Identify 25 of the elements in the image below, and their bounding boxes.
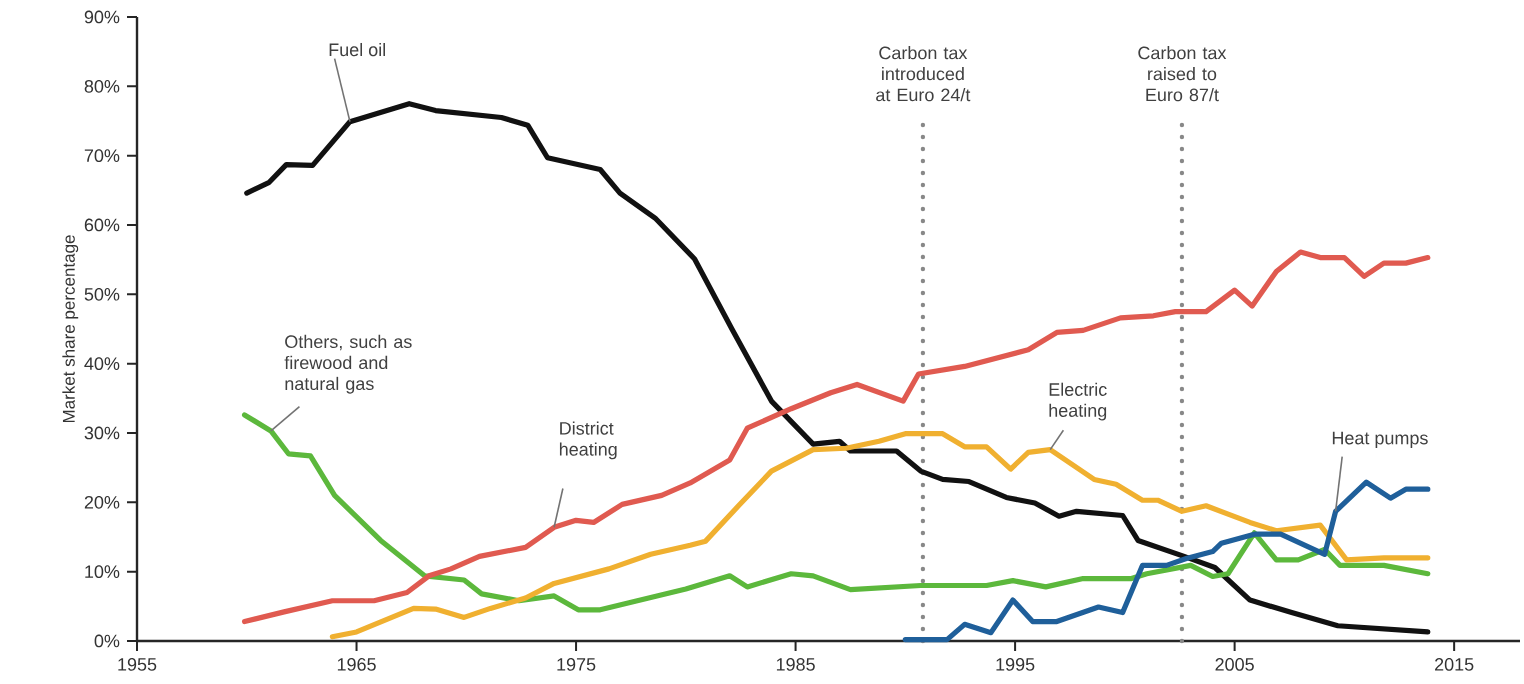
text: Heat pumps [1332, 431, 1428, 448]
text: Fuel oil [329, 42, 385, 57]
x-tick-label: 2015 [1435, 658, 1474, 671]
x-tick-label: 2005 [1215, 658, 1254, 671]
y-tick-label: 40% [84, 357, 120, 371]
y-tick-label: 70% [84, 149, 120, 163]
x-tick-label: 1955 [118, 658, 157, 671]
y-axis-title: Market share percentage [62, 235, 79, 423]
y-tick-label: 10% [85, 565, 120, 579]
y-tick-label: 90% [84, 10, 120, 24]
ref-line-label: Carbon tax introduced at Euro 24/t [876, 46, 971, 102]
x-tick-label: 1975 [557, 658, 596, 671]
series-label: Electric heating [1049, 382, 1107, 421]
y-tick-label: 20% [84, 495, 120, 509]
y-tick-label: 80% [84, 79, 120, 93]
y-tick-label: 50% [84, 287, 120, 301]
x-tick-label: 1965 [337, 658, 376, 671]
y-tick-label: 60% [84, 218, 120, 232]
text: Others, such as firewood and natural gas [284, 334, 412, 394]
x-tick-label: 1985 [776, 658, 815, 671]
x-tick-label: 1995 [996, 658, 1035, 671]
ref-line-label: Carbon tax raised to Euro 87/t [1138, 46, 1227, 102]
y-tick-label: 30% [84, 426, 120, 440]
y-tick-label: 0% [94, 634, 120, 648]
text: District heating [559, 421, 617, 460]
